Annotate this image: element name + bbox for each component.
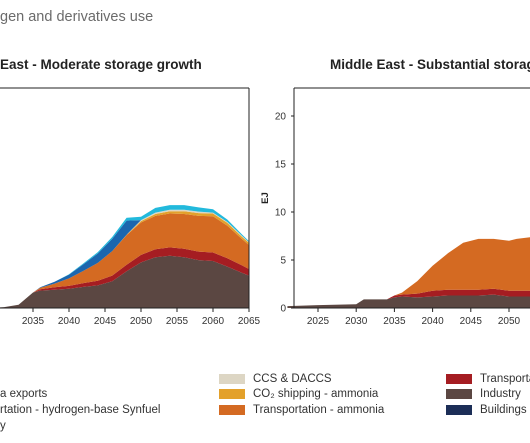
y-tick-label: 5 bbox=[280, 256, 286, 267]
area-series-transportation-red bbox=[287, 288, 530, 307]
legend-swatch bbox=[219, 405, 245, 415]
legend-swatch bbox=[446, 374, 472, 384]
legend-label: rtation - hydrogen-base Synfuel bbox=[0, 404, 161, 416]
area-series-industry bbox=[287, 294, 530, 308]
legend-label: CCS & DACCS bbox=[253, 373, 332, 385]
area-series-industry bbox=[0, 255, 249, 308]
chart-title-left: East - Moderate storage growth bbox=[0, 57, 202, 72]
y-tick-label: 15 bbox=[275, 160, 287, 171]
legend-swatch bbox=[446, 389, 472, 399]
legend-label: Transporta bbox=[480, 373, 530, 385]
x-tick-label: 2035 bbox=[22, 316, 45, 327]
x-tick-label: 2045 bbox=[460, 316, 483, 327]
y-tick-label: 20 bbox=[275, 112, 287, 123]
x-tick-label: 2050 bbox=[498, 316, 521, 327]
right-area-chart: 2025 2030 2035 2040 2045 2050 0 5 10 15 20 EJ bbox=[260, 87, 530, 327]
x-tick-label: 2040 bbox=[58, 316, 81, 327]
area-series-transportation-ammonia bbox=[0, 213, 249, 308]
x-tick-label: 2060 bbox=[202, 316, 225, 327]
x-tick-label: 2055 bbox=[166, 316, 189, 327]
x-tick-label: 2035 bbox=[383, 316, 406, 327]
x-tick-label: 2025 bbox=[307, 316, 330, 327]
y-tick-label: 10 bbox=[275, 208, 287, 219]
x-tick-label: 2045 bbox=[94, 316, 117, 327]
y-tick-label: 0 bbox=[280, 304, 286, 315]
legend-label: Industry bbox=[480, 388, 521, 400]
legend-label: y bbox=[0, 420, 6, 432]
x-tick-label: 2065 bbox=[238, 316, 261, 327]
left-area-chart: 2035 2040 2045 2050 2055 2060 2065 bbox=[0, 87, 261, 327]
legend-label: Buildings bbox=[480, 404, 527, 416]
area-series-transportation-ammonia bbox=[287, 237, 530, 307]
legend-label: CO₂ shipping - ammonia bbox=[253, 388, 379, 400]
x-tick-label: 2050 bbox=[130, 316, 153, 327]
y-axis-label: EJ bbox=[260, 192, 271, 204]
chart-title-right: Middle East - Substantial storag bbox=[330, 57, 530, 72]
area-series-co2-shipping-ammonia bbox=[0, 211, 249, 308]
area-series-exports bbox=[0, 209, 249, 308]
legend-label: Transportation - ammonia bbox=[253, 404, 385, 416]
x-tick-label: 2030 bbox=[345, 316, 368, 327]
x-tick-label: 2040 bbox=[421, 316, 444, 327]
legend-label: a exports bbox=[0, 388, 48, 400]
page-heading: gen and derivatives use bbox=[0, 9, 154, 25]
legend-swatch bbox=[219, 389, 245, 399]
legend-swatch bbox=[219, 374, 245, 384]
legend-swatch bbox=[446, 405, 472, 415]
